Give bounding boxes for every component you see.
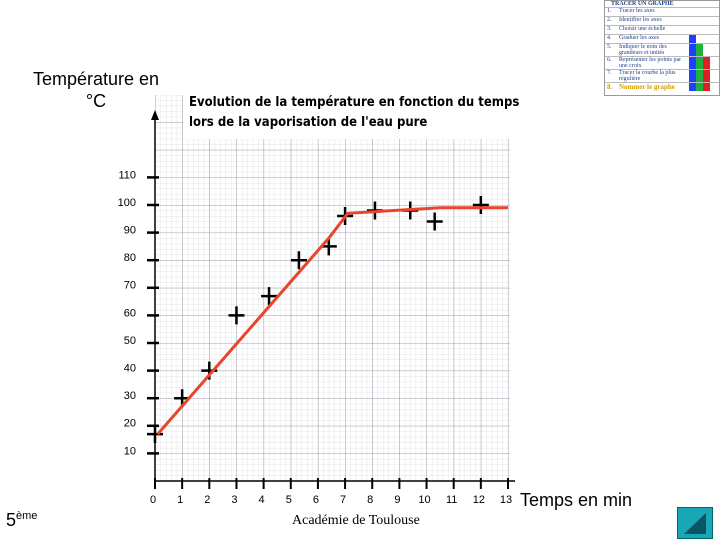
step-color	[703, 44, 710, 56]
x-tick-label: 1	[177, 494, 183, 506]
step-number: 5.	[607, 44, 612, 50]
y-tick-label: 40	[124, 363, 136, 375]
x-tick-label: 3	[231, 494, 237, 506]
step-number: 6.	[607, 57, 612, 63]
step-color	[689, 26, 696, 34]
step-number: 2.	[607, 17, 612, 23]
data-point	[426, 212, 443, 231]
next-button[interactable]	[677, 507, 713, 539]
y-tick-label: 80	[124, 252, 136, 264]
y-tick-label: 60	[124, 307, 136, 319]
y-axis-label: Température en °C	[32, 69, 160, 111]
data-point	[147, 425, 163, 444]
step-color	[696, 44, 703, 56]
academy: Académie de Toulouse	[292, 513, 420, 528]
guide-step: 4. Graduer les axes	[605, 34, 719, 43]
x-tick-label: 4	[259, 494, 265, 506]
data-point	[228, 306, 245, 325]
step-color	[696, 57, 703, 69]
data-point	[261, 287, 278, 306]
x-tick-label: 12	[473, 494, 485, 506]
x-tick-label: 2	[204, 494, 210, 506]
grade-suffix: ème	[16, 510, 38, 522]
step-text: Nommer le graphe	[619, 83, 675, 91]
guide-step: 3. Choisir une échelle	[605, 25, 719, 34]
graph-paper	[155, 95, 510, 481]
y-axis-arrow	[151, 110, 159, 120]
step-number: 4.	[607, 35, 612, 41]
step-color	[696, 70, 703, 82]
guide-step: 5. Indiquer le nom des grandeurs et unité…	[605, 43, 719, 56]
guide-step: 6. Représenter les points par une croix	[605, 56, 719, 69]
guide-title: TRACER UN GRAPHE	[611, 1, 674, 7]
guide-step: 8. Nommer le graphe	[605, 82, 719, 91]
step-text: Tracer les axes	[619, 8, 655, 14]
guide-step: 7. Tracer la courbe la plus régulière	[605, 69, 719, 82]
step-color	[696, 35, 703, 43]
step-color	[703, 35, 710, 43]
step-color	[696, 26, 703, 34]
step-color	[696, 17, 703, 25]
x-tick-label: 8	[367, 494, 373, 506]
step-number: 8.	[607, 83, 613, 91]
step-color	[689, 44, 696, 56]
x-tick-label: 13	[500, 494, 512, 506]
x-tick-label: 0	[150, 494, 156, 506]
guide-step: 1. Tracer les axes	[605, 7, 719, 16]
step-color	[689, 17, 696, 25]
step-number: 3.	[607, 26, 612, 32]
data-point	[290, 251, 307, 270]
x-tick-label: 5	[286, 494, 292, 506]
chart-title: Evolution de la température en fonction …	[183, 93, 535, 139]
y-tick-label: 100	[118, 197, 136, 209]
step-text: Indiquer le nom des grandeurs et unités	[619, 44, 667, 56]
y-tick-label: 90	[124, 225, 136, 237]
y-tick-label: 110	[118, 169, 136, 181]
button-icon	[684, 513, 706, 534]
step-text: Représenter les points par une croix	[619, 57, 682, 69]
step-number: 7.	[607, 70, 612, 76]
y-tick-label: 30	[124, 390, 136, 402]
y-tick-label: 50	[124, 335, 136, 347]
grade: 5ème	[6, 510, 37, 531]
step-color	[689, 8, 696, 16]
step-number: 1.	[607, 8, 612, 14]
grid-major	[155, 95, 510, 481]
y-tick-label: 70	[124, 280, 136, 292]
grade-number: 5	[6, 510, 17, 530]
step-color	[696, 83, 703, 91]
x-tick-label: 11	[446, 494, 457, 506]
step-color	[703, 57, 710, 69]
data-point	[472, 196, 489, 214]
step-color	[689, 57, 696, 69]
step-color	[703, 26, 710, 34]
step-text: Identifier les axes	[619, 17, 662, 23]
guide-table: TRACER UN GRAPHE 1. Tracer les axes 2. Ident…	[604, 0, 720, 96]
fit-line	[156, 206, 508, 436]
step-color	[703, 83, 710, 91]
x-axis-label: Temps en min	[520, 490, 633, 510]
step-color	[689, 35, 696, 43]
step-text: Graduer les axes	[619, 35, 659, 41]
button-arrow	[684, 513, 706, 534]
step-color	[696, 8, 703, 16]
x-tick-label: 7	[340, 494, 346, 506]
x-tick-label: 6	[313, 494, 319, 506]
step-color	[689, 83, 696, 91]
step-color	[703, 70, 710, 82]
step-color	[689, 70, 696, 82]
guide-step: 2. Identifier les axes	[605, 16, 719, 25]
step-color	[703, 8, 710, 16]
step-text: Tracer la courbe la plus régulière	[619, 70, 676, 82]
x-tick-label: 10	[418, 494, 430, 506]
x-tick-label: 9	[394, 494, 400, 506]
y-tick-label: 10	[124, 445, 136, 457]
step-color	[703, 17, 710, 25]
y-tick-label: 20	[124, 418, 136, 430]
step-text: Choisir une échelle	[619, 26, 666, 32]
